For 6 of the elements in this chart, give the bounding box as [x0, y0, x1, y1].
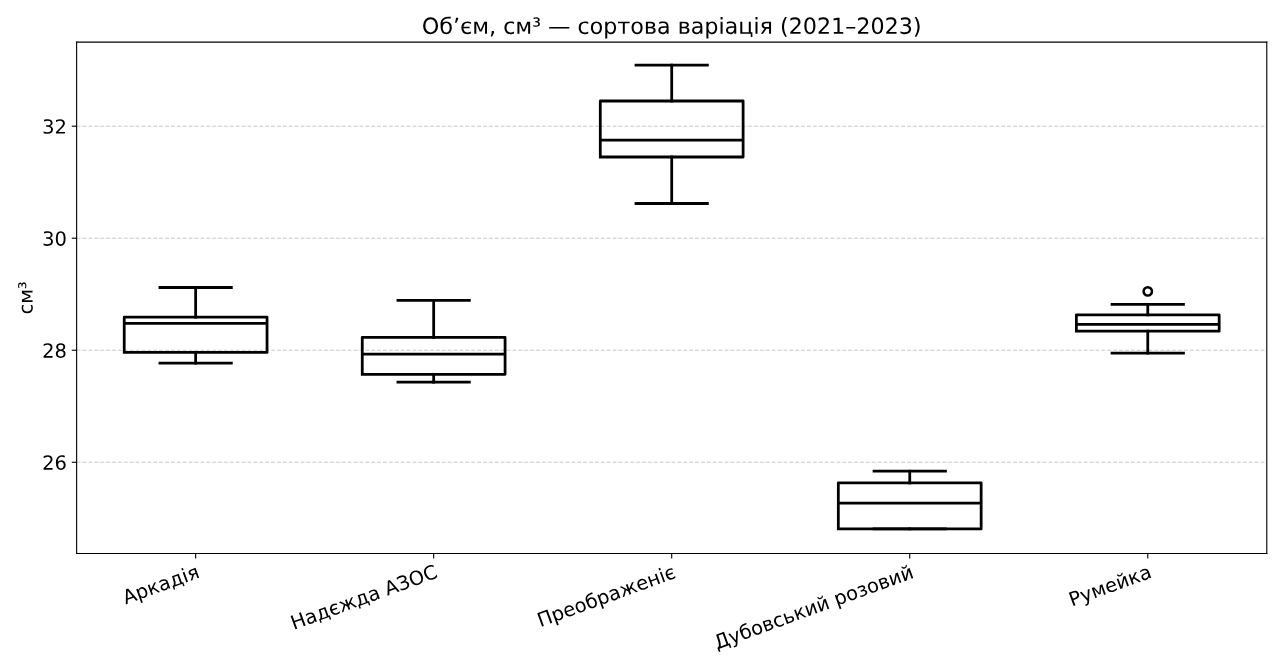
chart-title: Об’єм, см³ — сортова варіація (2021–2023): [423, 16, 920, 39]
y-axis-title: см³: [18, 282, 33, 314]
y-tick-label: 26: [43, 455, 66, 470]
y-tick-label: 28: [43, 343, 66, 358]
y-tick-label: 30: [43, 231, 66, 246]
y-tick-label: 32: [43, 119, 65, 134]
